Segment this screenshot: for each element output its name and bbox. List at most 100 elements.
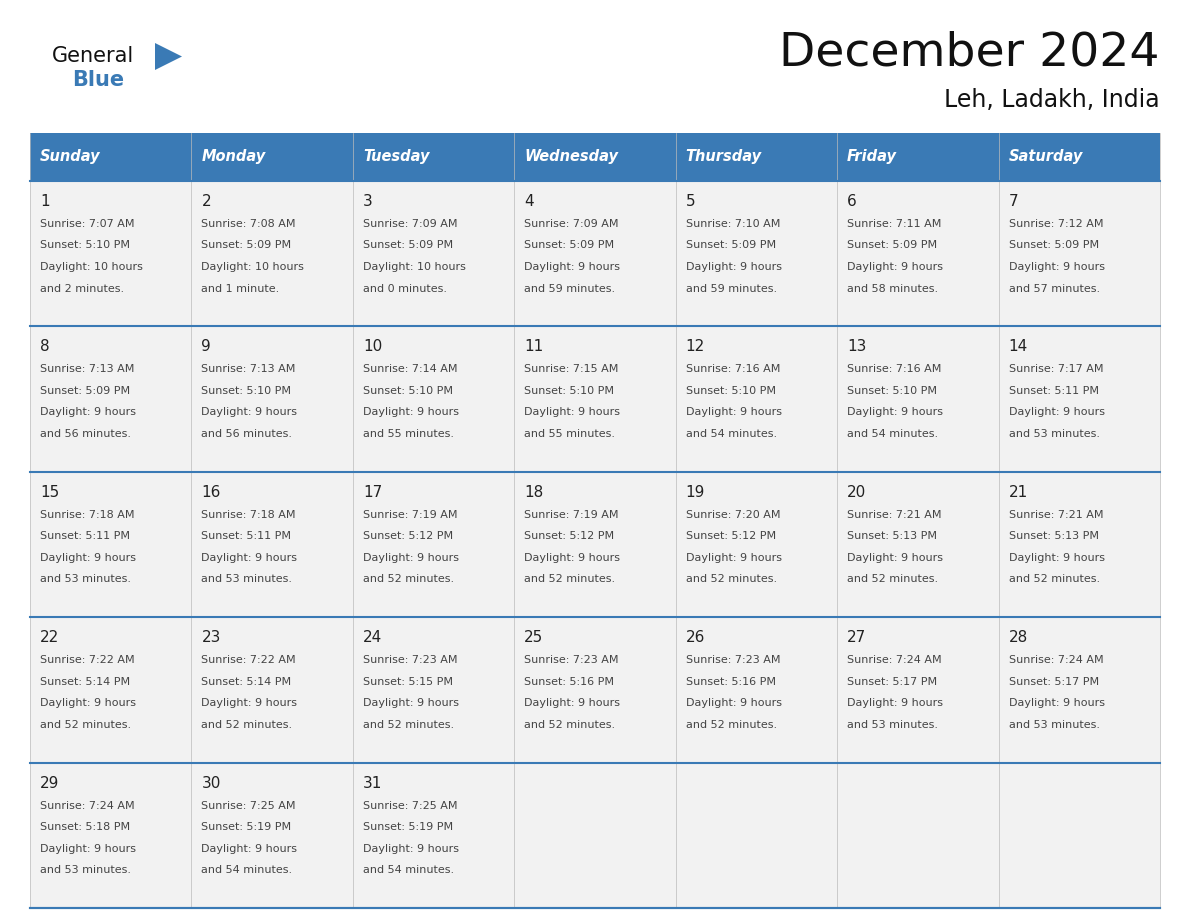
Text: Sunset: 5:19 PM: Sunset: 5:19 PM [362, 823, 453, 832]
Text: Sunset: 5:09 PM: Sunset: 5:09 PM [40, 386, 131, 396]
Text: 2: 2 [202, 194, 211, 209]
Text: Sunset: 5:13 PM: Sunset: 5:13 PM [847, 532, 937, 542]
Bar [676, 327, 838, 472]
Text: and 53 minutes.: and 53 minutes. [1009, 720, 1100, 730]
Bar [999, 181, 1159, 327]
Text: Daylight: 9 hours: Daylight: 9 hours [362, 844, 459, 854]
Bar [999, 133, 1159, 181]
Text: Daylight: 9 hours: Daylight: 9 hours [1009, 553, 1105, 563]
Text: 19: 19 [685, 485, 706, 499]
Text: and 54 minutes.: and 54 minutes. [685, 429, 777, 439]
Text: Friday: Friday [847, 150, 897, 164]
Text: and 52 minutes.: and 52 minutes. [685, 720, 777, 730]
Text: Sunset: 5:16 PM: Sunset: 5:16 PM [685, 677, 776, 687]
Text: 30: 30 [202, 776, 221, 790]
Text: Tuesday: Tuesday [362, 150, 429, 164]
Text: 5: 5 [685, 194, 695, 209]
Text: Sunset: 5:09 PM: Sunset: 5:09 PM [1009, 241, 1099, 251]
Text: 4: 4 [524, 194, 533, 209]
Text: Daylight: 9 hours: Daylight: 9 hours [524, 408, 620, 418]
Text: Sunset: 5:10 PM: Sunset: 5:10 PM [40, 241, 129, 251]
Text: Daylight: 10 hours: Daylight: 10 hours [362, 262, 466, 272]
Bar [30, 763, 191, 908]
Bar [514, 327, 676, 472]
Text: Sunrise: 7:21 AM: Sunrise: 7:21 AM [1009, 509, 1104, 520]
Text: Sunrise: 7:23 AM: Sunrise: 7:23 AM [685, 655, 781, 666]
Text: and 52 minutes.: and 52 minutes. [202, 720, 292, 730]
Bar [191, 327, 353, 472]
Text: and 54 minutes.: and 54 minutes. [362, 865, 454, 875]
Bar [191, 617, 353, 763]
Text: 1: 1 [40, 194, 50, 209]
Text: and 53 minutes.: and 53 minutes. [847, 720, 939, 730]
Text: Sunrise: 7:11 AM: Sunrise: 7:11 AM [847, 219, 942, 229]
Text: 15: 15 [40, 485, 59, 499]
Bar [999, 327, 1159, 472]
Text: and 1 minute.: and 1 minute. [202, 284, 279, 294]
Text: Sunrise: 7:20 AM: Sunrise: 7:20 AM [685, 509, 781, 520]
Text: and 52 minutes.: and 52 minutes. [524, 720, 615, 730]
Bar [30, 472, 191, 617]
Text: Sunrise: 7:25 AM: Sunrise: 7:25 AM [362, 800, 457, 811]
Text: Sunrise: 7:07 AM: Sunrise: 7:07 AM [40, 219, 134, 229]
Text: and 52 minutes.: and 52 minutes. [685, 575, 777, 584]
Text: and 57 minutes.: and 57 minutes. [1009, 284, 1100, 294]
Text: Sunset: 5:13 PM: Sunset: 5:13 PM [1009, 532, 1099, 542]
Bar [676, 617, 838, 763]
Text: Sunset: 5:14 PM: Sunset: 5:14 PM [202, 677, 291, 687]
Text: Saturday: Saturday [1009, 150, 1083, 164]
Bar [838, 617, 999, 763]
Text: 8: 8 [40, 340, 50, 354]
Text: Sunrise: 7:19 AM: Sunrise: 7:19 AM [362, 509, 457, 520]
Bar [514, 763, 676, 908]
Text: Daylight: 9 hours: Daylight: 9 hours [40, 553, 135, 563]
Bar [676, 181, 838, 327]
Text: Daylight: 9 hours: Daylight: 9 hours [524, 553, 620, 563]
Bar [838, 472, 999, 617]
Text: Sunset: 5:09 PM: Sunset: 5:09 PM [362, 241, 453, 251]
Text: Sunrise: 7:24 AM: Sunrise: 7:24 AM [1009, 655, 1104, 666]
Text: Sunrise: 7:23 AM: Sunrise: 7:23 AM [362, 655, 457, 666]
Text: 29: 29 [40, 776, 59, 790]
Text: Sunset: 5:10 PM: Sunset: 5:10 PM [524, 386, 614, 396]
Bar [191, 472, 353, 617]
Text: Daylight: 9 hours: Daylight: 9 hours [40, 408, 135, 418]
Text: 22: 22 [40, 630, 59, 645]
Text: 24: 24 [362, 630, 383, 645]
Bar [30, 133, 191, 181]
Text: and 52 minutes.: and 52 minutes. [362, 575, 454, 584]
Text: 31: 31 [362, 776, 383, 790]
Text: Daylight: 9 hours: Daylight: 9 hours [40, 844, 135, 854]
Text: and 56 minutes.: and 56 minutes. [40, 429, 131, 439]
Text: Sunrise: 7:13 AM: Sunrise: 7:13 AM [40, 364, 134, 375]
Text: Sunrise: 7:21 AM: Sunrise: 7:21 AM [847, 509, 942, 520]
Text: Monday: Monday [202, 150, 266, 164]
Text: General: General [52, 46, 134, 66]
Text: Daylight: 9 hours: Daylight: 9 hours [202, 699, 297, 708]
Text: and 59 minutes.: and 59 minutes. [524, 284, 615, 294]
Bar [676, 133, 838, 181]
Text: Wednesday: Wednesday [524, 150, 618, 164]
Text: Sunset: 5:12 PM: Sunset: 5:12 PM [524, 532, 614, 542]
Bar [30, 617, 191, 763]
Text: Sunset: 5:18 PM: Sunset: 5:18 PM [40, 823, 131, 832]
Text: 18: 18 [524, 485, 544, 499]
Text: and 54 minutes.: and 54 minutes. [202, 865, 292, 875]
Text: Sunrise: 7:24 AM: Sunrise: 7:24 AM [40, 800, 134, 811]
Text: Daylight: 9 hours: Daylight: 9 hours [1009, 408, 1105, 418]
Text: Sunday: Sunday [40, 150, 101, 164]
Text: Sunrise: 7:09 AM: Sunrise: 7:09 AM [524, 219, 619, 229]
Text: Leh, Ladakh, India: Leh, Ladakh, India [944, 88, 1159, 112]
Text: Sunset: 5:11 PM: Sunset: 5:11 PM [1009, 386, 1099, 396]
Text: 17: 17 [362, 485, 383, 499]
Text: Daylight: 10 hours: Daylight: 10 hours [202, 262, 304, 272]
Text: 21: 21 [1009, 485, 1028, 499]
Bar [838, 181, 999, 327]
Text: Sunset: 5:10 PM: Sunset: 5:10 PM [847, 386, 937, 396]
Text: Sunset: 5:09 PM: Sunset: 5:09 PM [847, 241, 937, 251]
Text: Sunrise: 7:09 AM: Sunrise: 7:09 AM [362, 219, 457, 229]
Text: Thursday: Thursday [685, 150, 762, 164]
Text: 20: 20 [847, 485, 866, 499]
Text: Sunrise: 7:08 AM: Sunrise: 7:08 AM [202, 219, 296, 229]
Text: 9: 9 [202, 340, 211, 354]
